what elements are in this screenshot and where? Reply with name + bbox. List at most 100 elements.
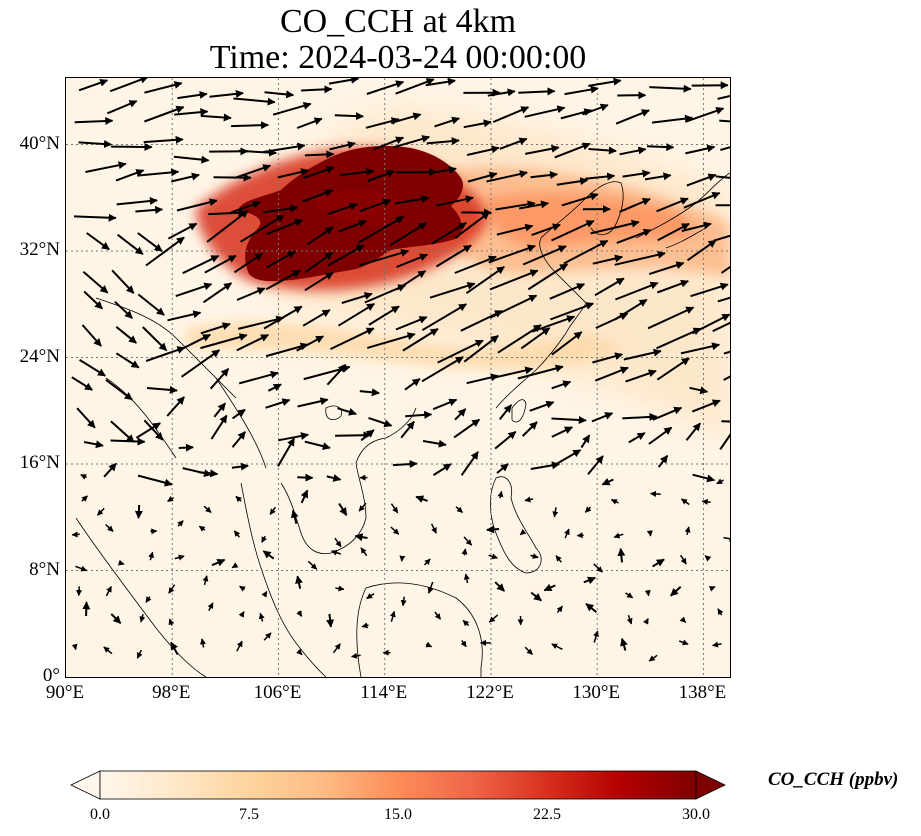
wind-arrow <box>555 555 562 563</box>
wind-arrow <box>390 112 422 124</box>
wind-arrow <box>423 558 431 566</box>
wind-arrow <box>719 119 730 123</box>
wind-arrow <box>300 489 309 504</box>
wind-arrow <box>200 113 232 122</box>
wind-arrow <box>368 416 393 428</box>
wind-arrow <box>656 279 689 294</box>
wind-arrow <box>110 437 146 446</box>
wind-arrow <box>430 523 437 534</box>
longitude-tick-label: 114°E <box>360 682 408 703</box>
wind-arrow <box>684 107 725 123</box>
wind-arrow <box>467 171 498 183</box>
wind-arrow <box>455 506 463 514</box>
wind-arrow <box>278 432 309 442</box>
wind-arrow <box>551 426 573 438</box>
wind-arrow <box>614 250 666 266</box>
wind-arrow <box>137 474 173 487</box>
wind-arrow <box>622 412 658 421</box>
wind-arrow <box>712 641 722 648</box>
wind-arrow <box>704 555 712 562</box>
wind-arrow <box>396 270 427 291</box>
wind-arrow <box>390 526 400 535</box>
latitude-tick-label: 0° <box>42 665 60 686</box>
wind-arrow <box>232 408 246 420</box>
wind-arrow <box>519 528 527 536</box>
wind-arrow <box>110 420 135 443</box>
wind-arrow <box>200 322 231 335</box>
wind-arrow <box>209 89 244 98</box>
wind-arrow <box>691 399 721 413</box>
wind-arrow <box>708 586 716 592</box>
colorbar-tick-label: 15.0 <box>384 806 412 823</box>
wind-arrow <box>239 585 246 592</box>
wind-arrow <box>338 502 348 516</box>
wind-arrow <box>657 454 669 468</box>
wind-arrow <box>265 342 309 358</box>
wind-arrow <box>238 611 245 618</box>
wind-arrow <box>680 342 721 355</box>
wind-arrow <box>626 614 633 625</box>
longitude-tick-label: 138°E <box>678 682 727 703</box>
wind-arrow <box>712 321 730 333</box>
wind-arrow <box>174 554 185 561</box>
wind-arrow <box>394 195 430 205</box>
latitude-tick-label: 32°N <box>19 239 60 261</box>
wind-arrow <box>71 643 78 651</box>
wind-arrow <box>493 366 534 379</box>
wind-arrow <box>233 252 264 274</box>
wind-arrow <box>304 271 334 292</box>
longitude-tick-label: 106°E <box>253 682 302 703</box>
wind-arrow <box>487 88 516 97</box>
wind-arrow <box>593 630 599 643</box>
wind-arrow <box>454 211 490 239</box>
wind-arrow <box>678 639 689 646</box>
wind-arrow <box>681 498 690 506</box>
wind-arrow <box>71 531 80 538</box>
wind-arrow <box>71 376 93 391</box>
wind-arrow <box>463 573 470 584</box>
wind-arrow <box>463 536 473 546</box>
wind-arrow <box>530 171 558 180</box>
wind-arrow <box>177 520 184 527</box>
wind-arrow <box>617 547 626 563</box>
wind-arrow <box>435 244 472 268</box>
wind-arrow <box>103 462 117 478</box>
wind-arrow <box>143 135 184 144</box>
wind-arrow <box>231 121 269 130</box>
wind-arrow <box>137 168 180 177</box>
wind-arrow <box>461 548 468 556</box>
wind-arrow <box>686 239 717 262</box>
wind-arrow <box>717 94 730 100</box>
wind-arrow <box>145 236 185 267</box>
wind-arrow <box>83 440 104 449</box>
wind-arrow <box>105 379 133 401</box>
wind-arrow <box>646 530 653 537</box>
colorbar-gradient <box>99 770 697 800</box>
wind-arrow <box>592 352 624 364</box>
wind-arrow <box>296 117 323 129</box>
wind-arrow <box>651 114 693 124</box>
graticule <box>66 78 730 677</box>
wind-arrow <box>647 306 695 330</box>
taiwan-coast <box>511 399 527 423</box>
wind-arrow <box>720 265 730 274</box>
wind-arrow <box>144 81 183 94</box>
wind-arrow <box>266 218 304 236</box>
map-canvas <box>66 78 730 677</box>
wind-arrow <box>366 592 375 600</box>
wind-arrow <box>358 502 367 512</box>
wind-arrow <box>360 547 368 557</box>
wind-arrow <box>178 443 194 452</box>
map-panel <box>65 77 731 678</box>
wind-arrow <box>530 591 542 602</box>
wind-arrow <box>619 146 647 156</box>
wind-arrow <box>266 250 296 269</box>
wind-arrow <box>301 85 333 94</box>
wind-arrow <box>466 373 499 385</box>
wind-arrow <box>551 643 563 650</box>
wind-arrow <box>587 455 604 476</box>
wind-arrow <box>236 287 266 301</box>
latitude-tick-label: 16°N <box>19 452 60 474</box>
wind-arrow <box>524 496 534 503</box>
wind-arrow <box>237 315 285 330</box>
